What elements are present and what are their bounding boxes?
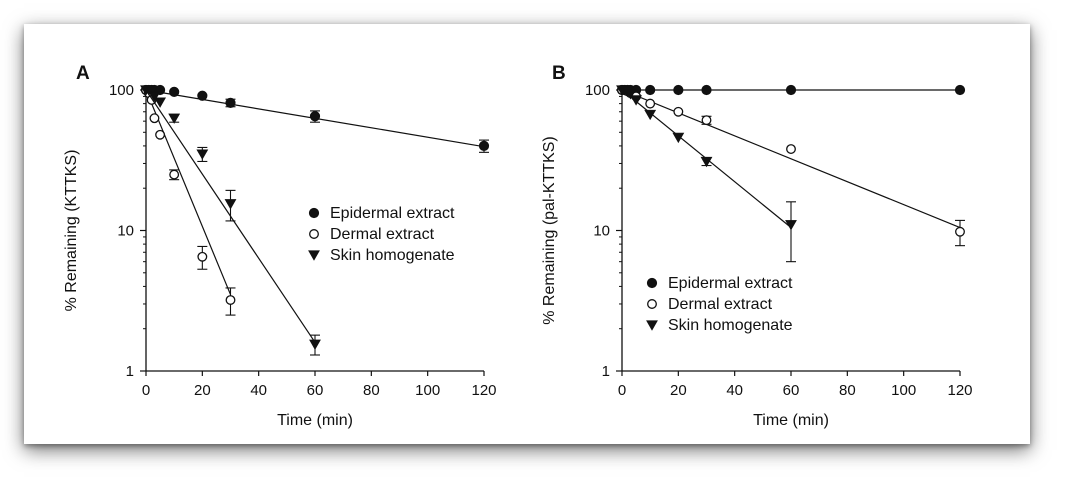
y-axis-label: % Remaining (KTTKS) xyxy=(63,150,80,312)
legend-label: Epidermal extract xyxy=(668,275,793,292)
x-tick-label: 40 xyxy=(726,382,743,399)
panel-label: B xyxy=(552,63,566,84)
data-point xyxy=(225,295,236,305)
x-tick-label: 100 xyxy=(415,382,440,399)
x-tick-label: 120 xyxy=(471,382,496,399)
data-point xyxy=(155,129,166,140)
data-point xyxy=(700,156,713,168)
x-tick-label: 40 xyxy=(250,382,267,399)
data-point xyxy=(644,109,657,121)
legend-marker xyxy=(308,207,320,219)
x-tick-label: 20 xyxy=(194,382,211,399)
y-tick-label: 1 xyxy=(602,363,610,380)
legend-marker xyxy=(308,250,320,261)
data-point xyxy=(955,226,965,237)
legend: Epidermal extract Dermal extract Skin homo… xyxy=(646,275,793,334)
x-tick-label: 100 xyxy=(891,382,916,399)
data-point xyxy=(673,106,684,117)
x-tick-label: 60 xyxy=(783,382,800,399)
data-point xyxy=(785,84,797,96)
data-point xyxy=(169,169,180,180)
legend-label: Skin homogenate xyxy=(668,317,793,334)
legend-label: Skin homogenate xyxy=(330,247,455,264)
panel-label: A xyxy=(76,63,90,84)
data-point xyxy=(630,95,643,106)
data-point xyxy=(197,251,208,262)
data-point xyxy=(624,89,637,100)
figure-card: 0 20 40 60 80 100 120 1 10 100 Time (min)% Remaini… xyxy=(24,24,1030,444)
data-point xyxy=(786,144,796,154)
data-point xyxy=(673,84,684,96)
data-point xyxy=(785,220,797,231)
data-point xyxy=(145,86,158,97)
y-tick-label: 100 xyxy=(109,82,134,99)
x-tick-label: 120 xyxy=(947,382,972,399)
x-axis-label: Time (min) xyxy=(753,412,829,429)
x-tick-label: 20 xyxy=(670,382,687,399)
x-tick-label: 0 xyxy=(618,382,626,399)
data-point xyxy=(225,97,236,108)
fit-line xyxy=(145,89,232,295)
x-tick-label: 60 xyxy=(307,382,324,399)
data-point xyxy=(645,98,656,109)
data-point xyxy=(701,84,712,96)
series-dermal-extract xyxy=(141,85,236,316)
legend-marker xyxy=(646,320,658,331)
x-tick-label: 80 xyxy=(839,382,856,399)
data-point xyxy=(701,115,712,126)
data-point xyxy=(149,113,160,124)
x-tick-label: 0 xyxy=(142,382,150,399)
data-point xyxy=(309,111,321,122)
legend-marker xyxy=(646,277,658,289)
data-point xyxy=(168,113,181,124)
series-skin-homogenate xyxy=(616,85,797,263)
y-axis-label: % Remaining (pal-KTTKS) xyxy=(541,136,558,325)
legend: Epidermal extract Dermal extract Skin homo… xyxy=(308,205,455,264)
series-skin-homogenate xyxy=(140,85,321,356)
data-point xyxy=(954,84,966,96)
data-point xyxy=(645,84,656,96)
legend-label: Dermal extract xyxy=(668,296,773,313)
data-point xyxy=(148,91,161,103)
data-point xyxy=(672,132,685,144)
y-tick-label: 10 xyxy=(593,223,610,240)
legend-marker xyxy=(647,299,657,309)
data-point xyxy=(169,86,180,97)
series-epidermal-extract xyxy=(616,84,966,96)
data-point xyxy=(154,97,167,108)
legend-label: Dermal extract xyxy=(330,226,435,243)
x-tick-label: 80 xyxy=(363,382,380,399)
legend-marker xyxy=(309,229,319,239)
data-point xyxy=(478,140,490,152)
data-point xyxy=(224,199,237,210)
x-axis-label: Time (min) xyxy=(277,412,353,429)
legend-label: Epidermal extract xyxy=(330,205,455,222)
series-epidermal-extract xyxy=(140,84,490,153)
y-tick-label: 100 xyxy=(585,82,610,99)
data-point xyxy=(309,339,321,350)
data-point xyxy=(197,90,208,101)
data-point xyxy=(196,149,209,160)
y-tick-label: 1 xyxy=(126,363,134,380)
y-tick-label: 10 xyxy=(117,223,134,240)
